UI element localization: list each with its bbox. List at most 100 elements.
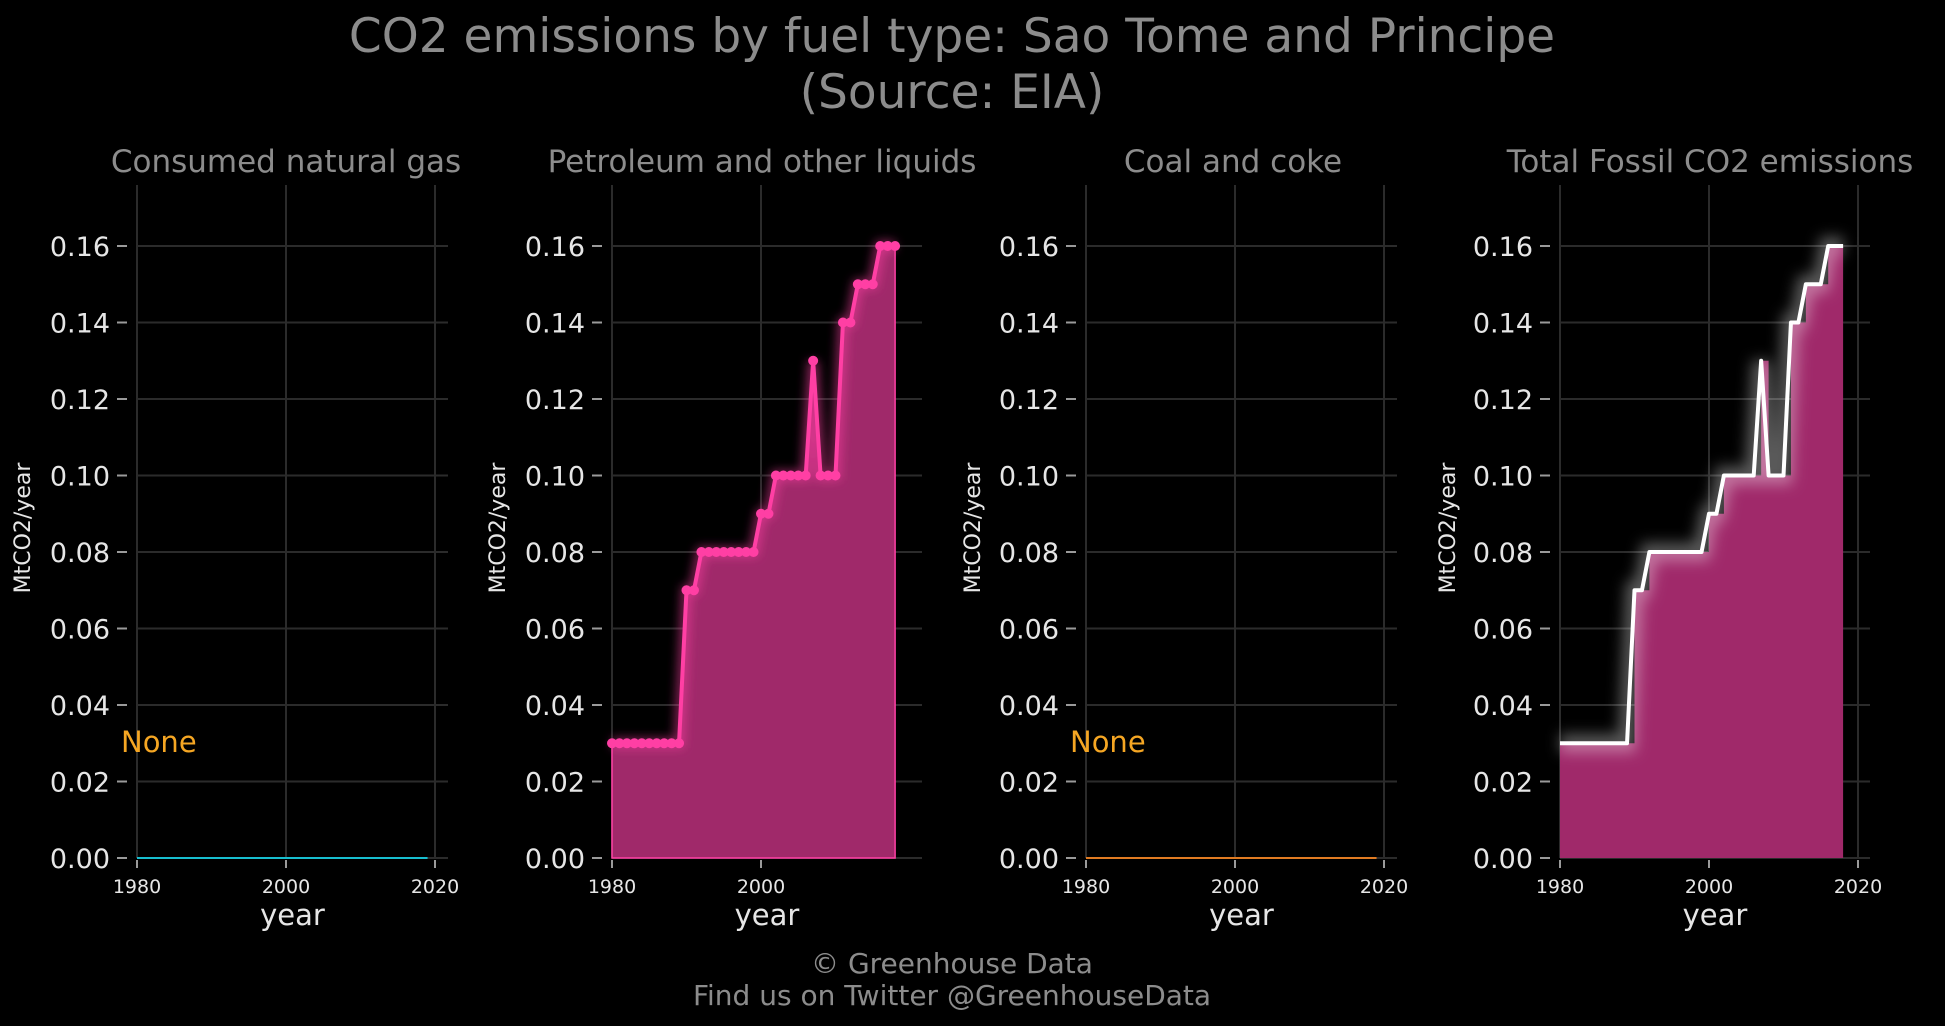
panel-total-ytick-label: 0.06 (1473, 615, 1533, 646)
panel-coal-ylabel: MtCO2/year (961, 462, 986, 594)
panel-total-xlabel: year (1683, 898, 1748, 932)
panel-coal-ytick-label: 0.16 (999, 232, 1059, 263)
panel-petroleum-point (688, 585, 699, 596)
panel-total-ytick-label: 0.12 (1473, 385, 1533, 416)
panel-petroleum-point (607, 738, 617, 749)
panel-coal-xlabel: year (1209, 898, 1274, 932)
panel-petroleum-point (756, 508, 766, 519)
panel-coal-xtick-label: 2020 (1360, 876, 1408, 898)
panel-natural-gas-ytick-label: 0.00 (50, 844, 110, 875)
panel-petroleum-ytick-label: 0.04 (525, 691, 585, 722)
panel-coal-ytick-label: 0.10 (999, 462, 1059, 493)
panel-natural-gas-ytick-label: 0.12 (50, 385, 110, 416)
panel-petroleum-point (867, 279, 878, 290)
panel-total-xtick-label: 2000 (1685, 876, 1733, 898)
panel-natural-gas-ytick-label: 0.02 (50, 768, 110, 799)
panel-total: Total Fossil CO2 emissions 0.00 0.02 0.04 0.… (1436, 144, 1913, 932)
panel-coal-title: Coal and coke (1124, 144, 1342, 180)
panel-natural-gas-xtick-label: 2000 (262, 876, 310, 898)
panel-petroleum-xtick-label: 2000 (737, 876, 785, 898)
panel-natural-gas-xtick-label: 1980 (113, 876, 161, 898)
panel-petroleum-ytick-label: 0.02 (525, 768, 585, 799)
panel-coal-xtick-label: 2000 (1211, 876, 1259, 898)
panel-petroleum-ylabel: MtCO2/year (486, 462, 511, 594)
panel-petroleum-ytick-label: 0.00 (525, 844, 585, 875)
panel-total-title: Total Fossil CO2 emissions (1506, 144, 1914, 180)
panel-natural-gas-ytick-label: 0.04 (50, 691, 110, 722)
panel-petroleum-point (681, 585, 692, 596)
panel-petroleum-point (696, 547, 707, 557)
panel-petroleum-point (636, 738, 647, 749)
panel-petroleum-point (882, 241, 893, 251)
panel-total-ylabel: MtCO2/year (1436, 462, 1461, 594)
panel-petroleum-point (800, 470, 811, 481)
panel-petroleum-point (785, 470, 796, 481)
panel-petroleum-point (629, 738, 640, 749)
panel-total-ytick-label: 0.04 (1473, 691, 1533, 722)
panel-natural-gas-ytick-label: 0.10 (50, 462, 110, 493)
figure-subtitle: (Source: EIA) (800, 65, 1105, 120)
panel-total-ytick-label: 0.14 (1473, 309, 1533, 340)
panel-total-ytick-label: 0.10 (1473, 462, 1533, 493)
panel-petroleum-point (614, 738, 625, 749)
panel-petroleum-point (845, 317, 856, 328)
panel-natural-gas: Consumed natural gas 0.00 0.02 0.04 0.06 0.08… (11, 144, 461, 932)
panel-petroleum-xtick-label: 1980 (588, 876, 636, 898)
panel-natural-gas-xtick-label: 2020 (411, 876, 459, 898)
panel-total-ytick-label: 0.00 (1473, 844, 1533, 875)
panel-petroleum-point (875, 241, 886, 251)
panel-petroleum-ytick-label: 0.10 (525, 462, 585, 493)
panel-petroleum-point (711, 547, 722, 557)
panel-petroleum-point (644, 738, 655, 749)
panel-coal-ytick-label: 0.14 (999, 309, 1059, 340)
panel-coal-ytick-label: 0.12 (999, 385, 1059, 416)
panel-natural-gas-xlabel: year (260, 898, 325, 932)
panel-coal-xtick-label: 1980 (1062, 876, 1110, 898)
panel-natural-gas-ylabel: MtCO2/year (11, 462, 36, 594)
panel-coal-ytick-label: 0.08 (999, 538, 1059, 569)
panel-petroleum-point (852, 279, 863, 290)
panel-petroleum-point (890, 241, 901, 251)
panel-total-xtick-label: 1980 (1536, 876, 1584, 898)
panel-petroleum-point (621, 738, 632, 749)
panel-petroleum-point (726, 547, 737, 557)
panel-petroleum-ytick-label: 0.06 (525, 615, 585, 646)
panel-petroleum-point (770, 470, 781, 481)
panel-petroleum-point (718, 547, 729, 557)
panel-petroleum-title: Petroleum and other liquids (548, 144, 977, 180)
panel-petroleum-point (674, 738, 685, 749)
panel-total-ytick-label: 0.16 (1473, 232, 1533, 263)
panel-total-series-line (1560, 244, 1844, 746)
panel-petroleum-point (733, 547, 744, 557)
panel-petroleum-ytick-label: 0.14 (525, 309, 585, 340)
panel-petroleum-ytick-label: 0.12 (525, 385, 585, 416)
panel-petroleum-point (837, 317, 848, 328)
credit-copyright: © Greenhouse Data (811, 947, 1093, 980)
panel-petroleum-point (823, 470, 834, 481)
panel-total-ytick-label: 0.08 (1473, 538, 1533, 569)
panel-natural-gas-ytick-label: 0.14 (50, 309, 110, 340)
panel-petroleum-point (666, 738, 677, 749)
panel-petroleum-point (778, 470, 789, 481)
panel-petroleum-point (808, 355, 819, 366)
panel-natural-gas-ytick-label: 0.16 (50, 232, 110, 263)
panel-petroleum-point (741, 547, 752, 557)
panel-natural-gas-ytick-label: 0.06 (50, 615, 110, 646)
credit-twitter: Find us on Twitter @GreenhouseData (693, 979, 1211, 1012)
panel-petroleum-point (763, 508, 774, 519)
panel-petroleum-point (860, 279, 871, 290)
panel-petroleum-point (748, 547, 759, 557)
panel-coal-ytick-label: 0.00 (999, 844, 1059, 875)
panel-petroleum-point (659, 738, 670, 749)
panel-petroleum-point (793, 470, 804, 481)
panel-coal-none-label: None (1070, 725, 1146, 759)
panel-total-xtick-label: 2020 (1834, 876, 1882, 898)
panel-coal: Coal and coke 0.00 0.02 0.04 0.06 0.08 0.10 0.1… (961, 144, 1408, 932)
panel-petroleum-ytick-label: 0.08 (525, 538, 585, 569)
panel-natural-gas-none-label: None (121, 725, 197, 759)
panel-natural-gas-title: Consumed natural gas (111, 144, 461, 180)
figure-title: CO2 emissions by fuel type: Sao Tome and… (349, 9, 1555, 64)
panel-petroleum: Petroleum and other liquids 0.00 0.02 0.04 0… (486, 144, 976, 932)
panel-coal-ytick-label: 0.02 (999, 768, 1059, 799)
